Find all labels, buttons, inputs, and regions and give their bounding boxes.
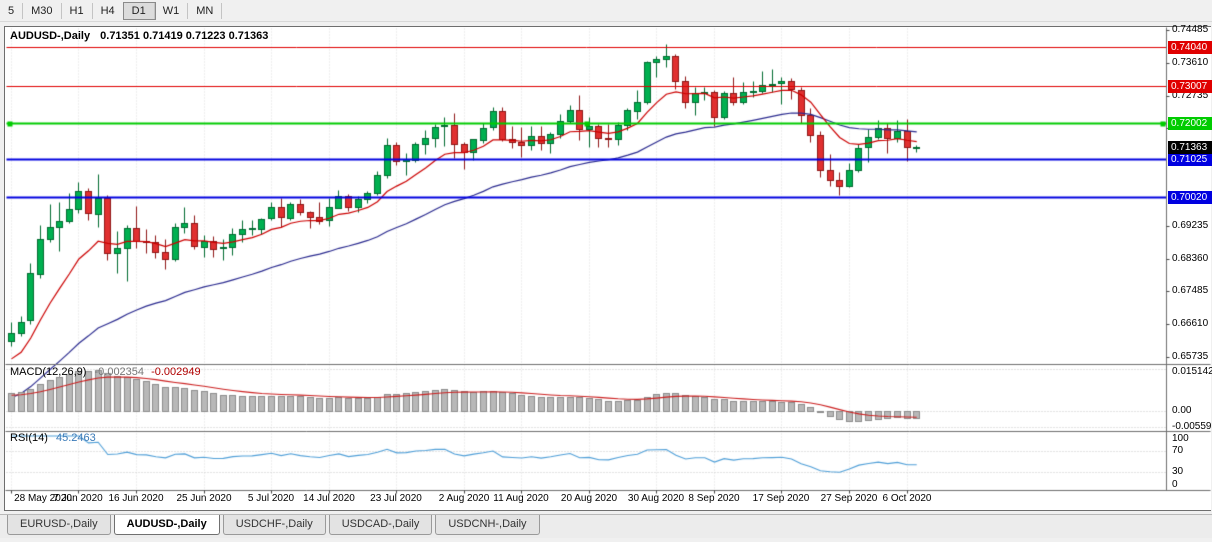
date-axis-label: 7 Jun 2020 bbox=[53, 493, 103, 504]
price-level-badge: 0.70020 bbox=[1168, 191, 1212, 204]
price-axis-tick: 0.67485 bbox=[1172, 285, 1209, 296]
price-axis-tick: 0.68360 bbox=[1172, 253, 1209, 264]
date-axis-label: 27 Sep 2020 bbox=[820, 493, 878, 504]
date-axis-label: 14 Jul 2020 bbox=[303, 493, 355, 504]
tab-audusd-daily[interactable]: AUDUSD-,Daily bbox=[113, 515, 220, 535]
price-level-badge: 0.74040 bbox=[1168, 41, 1212, 54]
date-axis-label: 6 Oct 2020 bbox=[882, 493, 932, 504]
timeframe-mn[interactable]: MN bbox=[188, 2, 223, 19]
macd-axis-tick: -0.005595 bbox=[1172, 421, 1212, 432]
timeframe-h1[interactable]: H1 bbox=[62, 2, 93, 19]
price-axis-tick: 0.73610 bbox=[1172, 57, 1209, 68]
rsi-value: 45.2463 bbox=[55, 432, 96, 444]
price-level-badge: 0.73007 bbox=[1168, 80, 1212, 93]
date-axis-label: 5 Jul 2020 bbox=[247, 493, 295, 504]
date-axis-label: 8 Sep 2020 bbox=[688, 493, 740, 504]
rsi-axis-tick: 0 bbox=[1172, 479, 1178, 490]
date-axis-label: 25 Jun 2020 bbox=[176, 493, 232, 504]
chart-title: AUDUSD-,Daily 0.71351 0.71419 0.71223 0.… bbox=[10, 30, 268, 42]
chart-symbol-label: AUDUSD-,Daily bbox=[10, 30, 91, 42]
tab-usdcad-daily[interactable]: USDCAD-,Daily bbox=[328, 515, 433, 535]
chart-window: AUDUSD-,Daily 0.71351 0.71419 0.71223 0.… bbox=[4, 24, 1212, 511]
timeframe-5[interactable]: 5 bbox=[0, 2, 24, 19]
price-axis-tick: 0.65735 bbox=[1172, 351, 1209, 362]
rsi-indicator-label: RSI(14) 45.2463 bbox=[10, 432, 96, 444]
macd-axis-tick: 0.00 bbox=[1172, 405, 1192, 416]
rsi-axis-tick: 100 bbox=[1172, 433, 1189, 444]
date-axis-label: 11 Aug 2020 bbox=[493, 493, 549, 504]
price-level-badge: 0.72002 bbox=[1168, 117, 1212, 130]
chart-ohlc-values: 0.71351 0.71419 0.71223 0.71363 bbox=[100, 30, 269, 42]
rsi-name: RSI(14) bbox=[10, 432, 48, 444]
price-axis-tick: 0.72735 bbox=[1172, 90, 1209, 101]
timeframe-h4[interactable]: H4 bbox=[93, 2, 124, 19]
timeframe-d1[interactable]: D1 bbox=[122, 1, 156, 20]
chart-canvas[interactable] bbox=[5, 27, 1211, 510]
price-axis-tick: 0.69235 bbox=[1172, 220, 1209, 231]
macd-axis-tick: 0.015142 bbox=[1172, 366, 1212, 377]
rsi-axis-tick: 30 bbox=[1172, 466, 1184, 477]
date-axis-label: 2 Aug 2020 bbox=[438, 493, 490, 504]
date-axis-label: 20 Aug 2020 bbox=[560, 493, 618, 504]
current-price-badge: 0.71363 bbox=[1168, 141, 1212, 154]
timeframe-m30[interactable]: M30 bbox=[23, 2, 62, 19]
price-axis-tick: 0.66610 bbox=[1172, 318, 1209, 329]
macd-value-main: -0.002354 bbox=[94, 366, 145, 378]
date-axis-label: 16 Jun 2020 bbox=[108, 493, 164, 504]
date-axis-label: 28 May 2020 bbox=[14, 493, 72, 504]
price-axis-tick: 0.74485 bbox=[1172, 24, 1209, 35]
timeframe-toolbar: 5 M30 H1 H4 D1 W1 MN bbox=[0, 0, 1212, 22]
tab-usdcnh-daily[interactable]: USDCNH-,Daily bbox=[435, 515, 540, 535]
price-level-badge: 0.71025 bbox=[1168, 153, 1212, 166]
timeframe-w1[interactable]: W1 bbox=[155, 2, 189, 19]
chart-tabbar: EURUSD-,Daily AUDUSD-,Daily USDCHF-,Daily U… bbox=[0, 514, 1212, 538]
tab-eurusd-daily[interactable]: EURUSD-,Daily bbox=[7, 515, 111, 535]
date-axis-label: 23 Jul 2020 bbox=[370, 493, 422, 504]
tab-usdchf-daily[interactable]: USDCHF-,Daily bbox=[222, 515, 326, 535]
macd-name: MACD(12,26,9) bbox=[10, 366, 87, 378]
date-axis-label: 30 Aug 2020 bbox=[627, 493, 685, 504]
date-axis-label: 17 Sep 2020 bbox=[752, 493, 810, 504]
rsi-axis-tick: 70 bbox=[1172, 445, 1184, 456]
macd-indicator-label: MACD(12,26,9) -0.002354 -0.002949 bbox=[10, 366, 201, 378]
macd-value-signal: -0.002949 bbox=[151, 366, 201, 378]
